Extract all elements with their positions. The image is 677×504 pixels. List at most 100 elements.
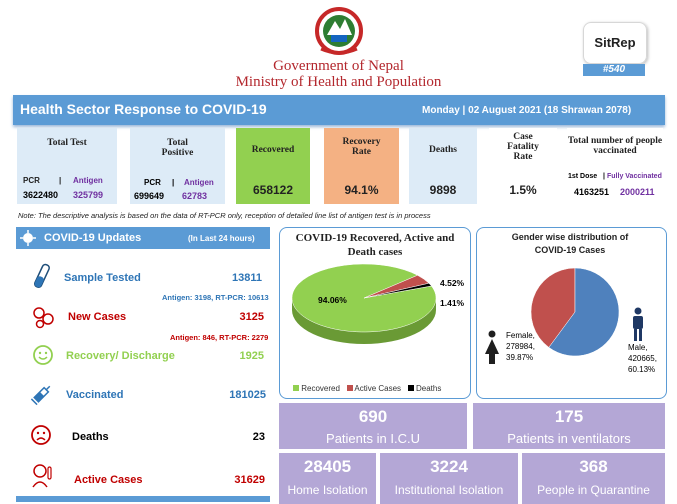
pie1-label-recovered: 94.06% [318, 295, 347, 305]
home-isolation-card: 28405 Home Isolation [279, 453, 376, 504]
first-dose-value: 4163251 [574, 187, 610, 197]
recovered-value: 658122 [252, 183, 294, 197]
pie1-label-deaths: 1.41% [440, 298, 465, 308]
institutional-isolation-value: 3224 [430, 457, 468, 476]
female-value: 278984, [506, 342, 535, 351]
active-cases-label: Active Cases [74, 474, 143, 486]
legend-recovered: Recovered [301, 384, 340, 393]
first-dose-label: 1st Dose [568, 173, 598, 180]
legend-deaths: Deaths [415, 384, 442, 393]
tile-recovered: Recovered 658122 [236, 128, 310, 204]
legend-active: Active Cases [354, 384, 402, 393]
vaccinated-value: 181025 [229, 389, 266, 401]
recovered-label: Recovered [251, 145, 295, 155]
nepal-emblem [315, 7, 363, 55]
institutional-isolation-card: 3224 Institutional Isolation [380, 453, 518, 504]
deaths-update-value: 23 [252, 431, 265, 443]
male-value: 420665, [628, 354, 657, 363]
ventilator-label: Patients in ventilators [507, 431, 631, 446]
vacc-sep: | [603, 173, 605, 180]
icu-value: 690 [358, 407, 388, 426]
sitrep-badge: SitRep [583, 22, 647, 64]
male-icon [633, 307, 643, 341]
recovery-rate-label: Recovery Rate [342, 137, 381, 157]
total-test-antigen: 325799 [73, 190, 104, 200]
pie-slice-female [530, 267, 576, 348]
total-test-pcr-label: PCR [23, 176, 40, 185]
male-pct: 60.13% [628, 365, 656, 374]
recovery-rate-value: 94.1% [344, 183, 379, 197]
quarantine-label: People in Quarantine [537, 483, 650, 497]
pie-slice-male [548, 267, 620, 357]
patient-thermometer-icon [32, 464, 52, 488]
recovery-value: 1925 [239, 350, 264, 362]
tile-total-test: Total Test PCR | Antigen 3622480 325799 [17, 128, 117, 204]
pie1-chart [291, 263, 437, 344]
recovery-label: Recovery/ Discharge [66, 350, 175, 362]
note-text: Note: The descriptive analysis is based … [18, 211, 431, 220]
test-tube-icon [33, 263, 50, 289]
total-positive-pcr: 699649 [134, 191, 165, 201]
male-label: Male, [628, 343, 648, 352]
cfr-value: 1.5% [509, 183, 537, 197]
deaths-value: 9898 [429, 183, 457, 197]
tile-total-positive: Total Positive PCR | Antigen 699649 6278… [130, 128, 225, 204]
total-positive-antigen-label: Antigen [184, 178, 214, 187]
ministry-title: Ministry of Health and Population [235, 74, 442, 90]
banner-date: Monday | 02 August 2021 (18 Shrawan 2078… [422, 105, 632, 116]
banner [13, 95, 665, 125]
institutional-isolation-label: Institutional Isolation [394, 483, 504, 497]
updates-title: COVID-19 Updates [44, 232, 142, 244]
ventilator-card: 175 Patients in ventilators [473, 403, 665, 449]
tile-recovery-rate: Recovery Rate 94.1% [324, 128, 399, 204]
icu-card: 690 Patients in I.C.U [279, 403, 467, 449]
active-cases-value: 31629 [234, 474, 265, 486]
female-icon [485, 330, 499, 364]
fully-vaccinated-value: 2000211 [620, 187, 655, 197]
pie1-label-active: 4.52% [440, 278, 465, 288]
sample-tested-value: 13811 [232, 272, 262, 284]
banner-title: Health Sector Response to COVID-19 [20, 101, 267, 117]
tile-cfr: Case Fatality Rate 1.5% [489, 128, 557, 204]
home-isolation-label: Home Isolation [287, 483, 368, 497]
total-positive-sep: | [172, 178, 175, 187]
syringe-icon [30, 385, 51, 406]
total-positive-pcr-label: PCR [144, 178, 161, 187]
pie2-title: Gender wise distribution of COVID-19 Cas… [511, 232, 629, 255]
pie2-chart [530, 267, 620, 357]
total-positive-label: Total Positive [161, 138, 194, 158]
pie1-title: COVID-19 Recovered, Active and Death cas… [295, 232, 455, 258]
total-test-sep: | [59, 176, 62, 185]
vaccinated-label: Vaccinated [66, 389, 124, 401]
updates-period: (In Last 24 hours) [188, 234, 255, 243]
female-pct: 39.87% [506, 353, 534, 362]
new-cases-sub: Antigen: 846, RT-PCR: 2279 [170, 333, 269, 342]
gov-title: Government of Nepal [273, 58, 404, 74]
sad-face-icon [31, 425, 51, 445]
updates-header [16, 227, 270, 249]
sample-tested-sub: Antigen: 3198, RT-PCR: 10613 [162, 293, 269, 302]
home-isolation-value: 28405 [303, 457, 352, 476]
ventilator-value: 175 [554, 407, 584, 426]
total-test-label: Total Test [47, 138, 87, 148]
vaccinated-label: Total number of people vaccinated [567, 136, 663, 156]
smile-icon [33, 345, 53, 365]
deaths-update-label: Deaths [72, 431, 109, 443]
pie1-legend: Recovered Active Cases Deaths [293, 384, 441, 393]
updates-footer-bar [16, 496, 270, 502]
quarantine-value: 368 [579, 457, 608, 476]
cfr-label: Case Fatality Rate [507, 132, 539, 162]
virus-icon [20, 230, 36, 246]
total-test-antigen-label: Antigen [73, 176, 103, 185]
female-label: Female, [506, 331, 535, 340]
icu-label: Patients in I.C.U [326, 431, 420, 446]
deaths-label: Deaths [429, 145, 457, 155]
pie-slice-deaths [363, 282, 432, 299]
tile-vaccinated: Total number of people vaccinated [567, 128, 663, 204]
sample-tested-label: Sample Tested [64, 272, 141, 284]
total-test-pcr: 3622480 [23, 190, 59, 200]
total-positive-antigen: 62783 [182, 191, 208, 201]
sitrep-number: #540 [583, 64, 645, 76]
quarantine-card: 368 People in Quarantine [522, 453, 665, 504]
new-cases-value: 3125 [239, 311, 264, 323]
